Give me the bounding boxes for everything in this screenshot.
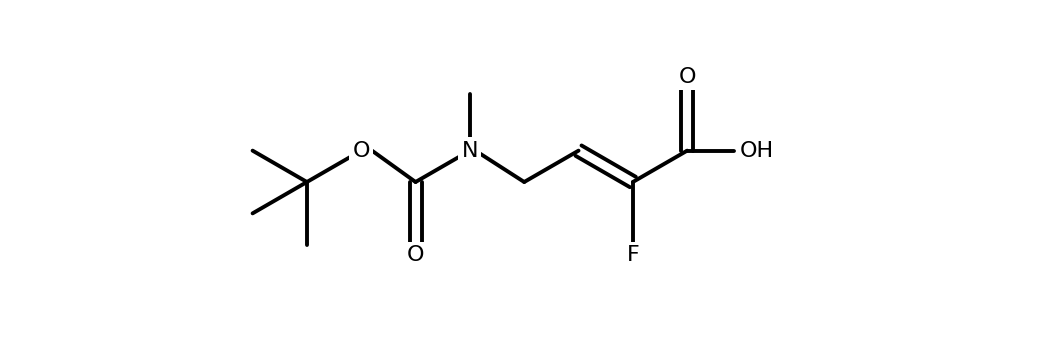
Text: O: O [353,141,370,161]
Text: O: O [679,67,695,87]
Text: N: N [462,141,479,161]
Text: O: O [407,245,425,265]
Text: F: F [627,245,639,265]
Text: OH: OH [740,141,774,161]
